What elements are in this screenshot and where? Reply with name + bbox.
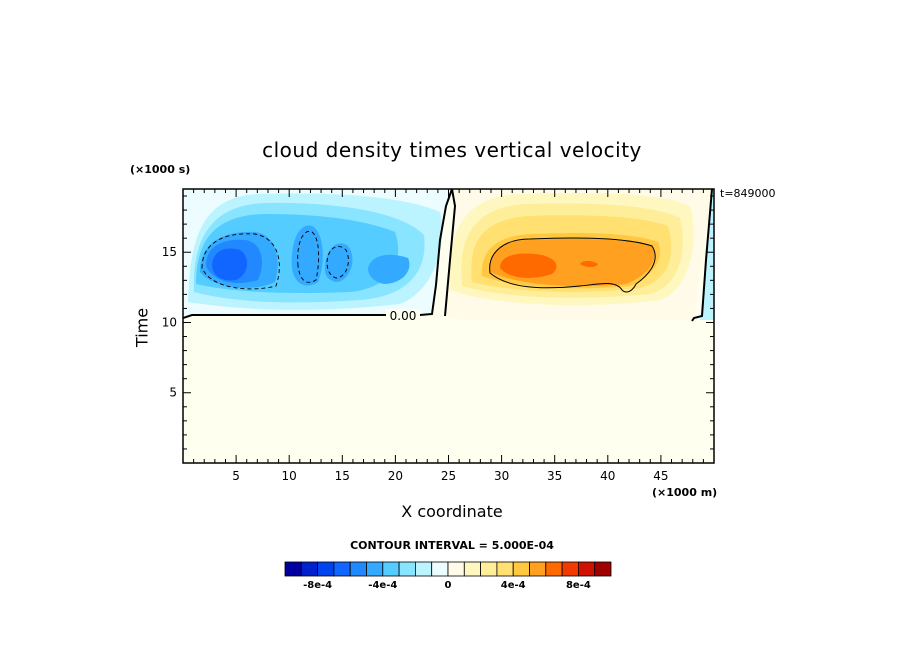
colorbar-tick-label: 8e-4 [566,580,591,591]
x-tick-label: 25 [441,469,456,483]
colorbar-tick-label: 4e-4 [501,580,526,591]
colorbar-swatch [366,561,384,577]
colorbar-swatch [414,561,433,577]
x-tick-label: 40 [600,469,615,483]
colorbar-swatch [512,561,530,577]
neg-contour-1 [201,233,280,290]
neg-contour-2 [297,230,320,283]
colorbar-swatch [349,561,367,577]
negative-region [183,189,452,316]
x-tick-label: 45 [653,469,668,483]
neg-band-5b [291,225,323,286]
y-tick-label: 15 [162,245,177,259]
x-tick-label: 15 [335,469,350,483]
x-tick-label: 20 [388,469,403,483]
colorbar-swatch [333,561,351,577]
colorbar-tick-label: -8e-4 [303,580,332,591]
pos-band-7 [500,253,557,278]
colorbar-swatch [447,561,465,577]
x-tick-label: 35 [547,469,562,483]
neg-band-5d [368,254,410,284]
colorbar-swatch [398,561,416,577]
colorbar-tick-label: 0 [445,580,452,591]
colorbar-swatch [463,561,481,577]
colorbar-tick-label: -4e-4 [368,580,397,591]
y-ticks: 5 10 15 [162,195,714,450]
neg-contour-3 [326,246,349,279]
colorbar-swatch [284,561,302,577]
x-tick-label: 30 [494,469,509,483]
timestamp-label: t=849000 [720,187,776,200]
x-tick-label: 10 [282,469,297,483]
colorbar-swatch [578,561,596,577]
colorbar-swatch [382,561,400,577]
colorbar-swatch [561,561,579,577]
contour-field [183,189,714,322]
colorbar-swatch [431,561,449,577]
colorbar-swatch [480,561,498,577]
contour-label-bg [386,309,420,322]
x-multiplier-label: (×1000 m) [652,486,718,499]
y-tick-label: 10 [162,315,177,329]
colorbar-swatch [529,561,547,577]
chart-title: cloud density times vertical velocity [262,138,642,162]
x-tick-label: 5 [232,469,240,483]
zero-contour-left [183,189,453,319]
contour-label: 0.00 [390,309,417,323]
colorbar-swatch [317,561,335,577]
pos-band-7b [580,261,598,267]
colorbar-swatch [496,561,514,577]
zero-contour-right [691,189,713,322]
pos-contour-1 [489,237,656,293]
x-axis-label: X coordinate [401,502,503,521]
colorbar: -8e-4 -4e-4 0 4e-4 8e-4 [284,561,612,591]
y-multiplier-label: (×1000 s) [130,163,191,176]
x-ticks: 5 10 15 20 25 30 35 40 45 [193,189,704,483]
y-tick-label: 5 [169,386,177,400]
contour-interval-label: CONTOUR INTERVAL = 5.000E-04 [350,539,554,552]
colorbar-swatch [545,561,563,577]
neg-band-7 [212,248,248,281]
zero-contour-middle [444,189,457,317]
positive-region [445,189,712,320]
colorbar-swatch [594,561,612,577]
colorbar-swatch [300,561,318,577]
